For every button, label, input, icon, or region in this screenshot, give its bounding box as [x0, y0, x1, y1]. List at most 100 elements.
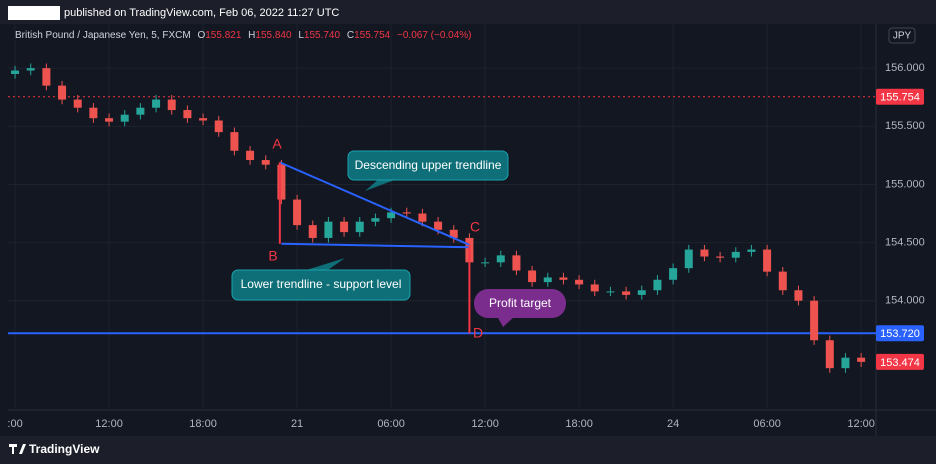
- o-value: 155.821: [205, 30, 242, 41]
- candle-body: [669, 268, 678, 280]
- callout-tail: [300, 258, 345, 272]
- candle-body: [371, 218, 380, 222]
- h-value: 155.840: [255, 30, 292, 41]
- callout-text: Lower trendline - support level: [241, 277, 402, 291]
- candle-body: [841, 357, 850, 369]
- candle-body: [152, 99, 161, 108]
- candle-body: [42, 68, 51, 86]
- candle-body: [622, 291, 631, 295]
- candle-body: [559, 277, 568, 280]
- candle-body: [26, 68, 35, 71]
- candle-body: [214, 120, 223, 133]
- callout: [231, 269, 411, 301]
- callout: [474, 289, 566, 318]
- candle-body: [684, 249, 693, 269]
- x-tick-label: 24: [667, 418, 679, 430]
- candle-body: [199, 118, 208, 121]
- candle-body: [120, 114, 129, 122]
- candle-body: [418, 213, 427, 222]
- price-tag-label: 153.720: [880, 328, 920, 340]
- y-tick-label: 155.500: [885, 120, 925, 132]
- candle-body: [355, 221, 364, 233]
- candle-body: [246, 150, 255, 161]
- point-label: A: [272, 136, 282, 152]
- candle-body: [763, 249, 772, 272]
- candle-body: [11, 70, 20, 74]
- currency: JPY: [893, 31, 912, 42]
- candle-body: [825, 340, 834, 369]
- x-tick-label: 18:00: [189, 418, 217, 430]
- candle-body: [387, 212, 396, 219]
- c-value: 155.754: [354, 30, 391, 41]
- plot-area: [8, 24, 876, 410]
- candle-body: [543, 277, 552, 283]
- candle-body: [512, 255, 521, 271]
- y-tick-label: 155.000: [885, 178, 925, 190]
- point-label: D: [473, 325, 483, 341]
- logo: [9, 444, 26, 454]
- currency-box: [888, 27, 916, 44]
- x-tick-label: 18:00: [565, 418, 593, 430]
- candle-body: [167, 99, 176, 111]
- redacted-box: [8, 6, 60, 20]
- candle-body: [810, 300, 819, 341]
- x-tick-label: :00: [7, 418, 22, 430]
- candle-body: [481, 262, 490, 264]
- candle-body: [700, 249, 709, 257]
- callout: [347, 150, 509, 181]
- x-tick-label: 12:00: [471, 418, 499, 430]
- x-tick-label: 12:00: [95, 418, 123, 430]
- candle-body: [230, 132, 239, 151]
- published: published on TradingView.com, Feb 06, 20…: [64, 7, 339, 19]
- candle-body: [716, 256, 725, 258]
- candle-body: [277, 164, 286, 200]
- y-tick-label: 154.500: [885, 236, 925, 248]
- o-label: O: [197, 30, 205, 41]
- candle-body: [857, 357, 866, 362]
- candle-body: [136, 107, 145, 115]
- candle-body: [340, 221, 349, 233]
- x-tick-label: 12:00: [847, 418, 875, 430]
- candle-body: [637, 290, 646, 295]
- callout-text: Profit target: [489, 296, 552, 310]
- candle-body: [324, 221, 333, 238]
- candle-body: [58, 85, 67, 100]
- y-tick-label: 156.000: [885, 62, 925, 74]
- c-label: C: [347, 30, 354, 41]
- x-tick-label: 06:00: [377, 418, 405, 430]
- candle-body: [606, 291, 615, 293]
- candle-body: [590, 284, 599, 292]
- candle-body: [528, 270, 537, 283]
- price-tag-label: 153.474: [880, 357, 920, 369]
- price-tag: [876, 353, 924, 370]
- change: −0.067 (−0.04%): [397, 30, 472, 41]
- l-value: 155.740: [304, 30, 341, 41]
- price-tag-label: 155.754: [880, 92, 920, 104]
- legend-line: British Pound / Japanese Yen, 5, FXCM O1…: [15, 30, 472, 41]
- y-tick-label: 154.000: [885, 295, 925, 307]
- callout-tail: [497, 316, 515, 327]
- trend-line: [279, 161, 470, 246]
- price-tag: [876, 325, 924, 342]
- candle-body: [794, 290, 803, 301]
- candle-body: [434, 221, 443, 230]
- callout-text: Descending upper trendline: [355, 158, 502, 172]
- candle-body: [449, 229, 458, 238]
- candle-body: [747, 249, 756, 252]
- candle-body: [293, 199, 302, 226]
- x-tick-label: 21: [291, 418, 303, 430]
- candle-body: [261, 160, 270, 165]
- l-label: L: [298, 30, 304, 41]
- candle-body: [778, 271, 787, 291]
- candle-body: [575, 279, 584, 285]
- h-label: H: [248, 30, 255, 41]
- footer-bar: [0, 436, 936, 464]
- brand: TradingView: [29, 442, 100, 456]
- symbol: British Pound / Japanese Yen, 5, FXCM: [15, 30, 191, 41]
- price-tag: [876, 88, 924, 105]
- candle-body: [183, 110, 192, 119]
- header-bar: [0, 0, 936, 24]
- candle-body: [402, 212, 411, 214]
- callout-tail: [365, 178, 400, 191]
